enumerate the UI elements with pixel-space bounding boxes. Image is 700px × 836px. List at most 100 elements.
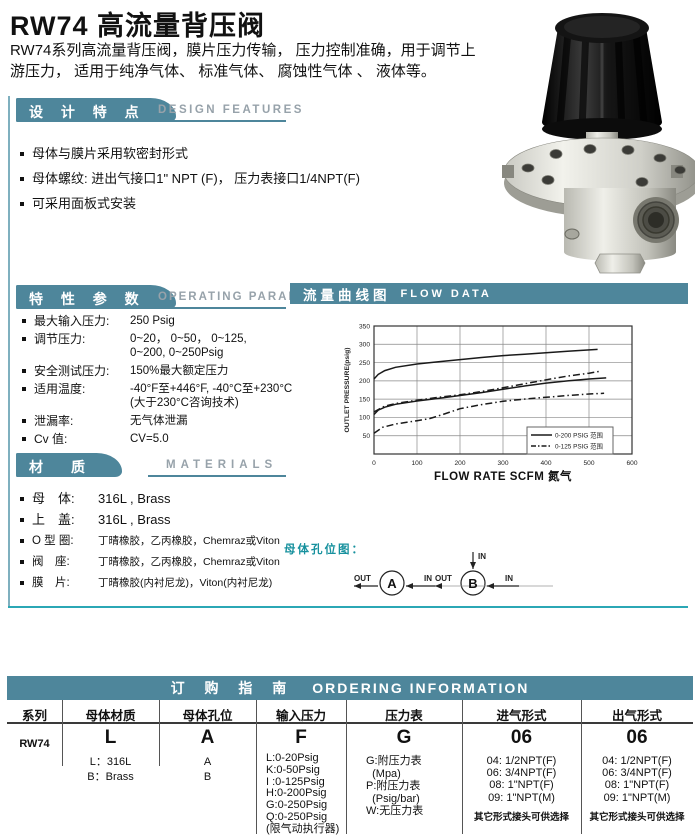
parameter-value: 无气体泄漏 [130, 415, 188, 427]
order-column: 06 04: 1/2NPT(F) 06: 3/4NPT(F) 08: 1"NPT(F)… [581, 722, 693, 836]
order-column: RW74 [7, 722, 62, 836]
order-detail: H:0-200Psig [266, 787, 327, 800]
parameter-row: 泄漏率: 无气体泄漏 [22, 414, 340, 428]
feature-text: 可采用面板式安装 [32, 196, 137, 211]
bullet-icon [22, 337, 26, 341]
order-column-header: 进气形式 [496, 709, 547, 723]
bullet-icon [22, 319, 26, 323]
order-column-header: 母体孔位 [182, 709, 233, 723]
order-detail: B [203, 771, 212, 783]
material-label: 上 盖: [32, 512, 75, 527]
order-detail-list: G:附压力表 (Mpa) P:附压力表 (Psig/bar) W:无压力表 [346, 755, 462, 818]
parameter-value: 250 Psig [130, 315, 175, 327]
column-divider [581, 700, 582, 834]
flow-chart-svg: 0 100 200 300 400 500 600 50 100 150 200 250 300 350 0… [344, 323, 638, 483]
column-divider [62, 700, 63, 766]
operating-parameters-list: 最大输入压力: 250 Psig 调节压力: 0~20， 0~50， 0~125, 0… [22, 314, 340, 450]
order-detail: 04: 1/2NPT(F) [602, 755, 672, 767]
flow-chart: 0 100 200 300 400 500 600 50 100 150 200 250 300 350 0… [340, 314, 685, 492]
product-photo [502, 13, 695, 274]
material-label: 母 体: [32, 491, 75, 506]
order-column-header: 系列 [21, 709, 47, 723]
order-detail: 09: 1"NPT(M) [603, 791, 671, 804]
order-detail: (Mpa) [366, 767, 401, 780]
in-label: IN [424, 574, 432, 583]
bullet-icon [20, 560, 24, 564]
order-code: A [200, 727, 215, 748]
order-code: F [295, 727, 307, 748]
order-detail: G:0-250Psig [266, 799, 328, 812]
parameter-row: Cv 值: CV=5.0 [22, 432, 340, 446]
order-code: RW74 [19, 738, 50, 750]
port-circle-a: A [387, 576, 397, 591]
ordering-body-row: RW74 L L：316L B：Brass A A B F L:0-20Psig K:0-50Ps… [7, 722, 693, 836]
order-code: 06 [626, 727, 648, 748]
section-divider-line [8, 606, 688, 608]
order-code: G [396, 727, 412, 748]
order-detail: 06: 3/4NPT(F) [486, 767, 557, 780]
ordering-title-cn: 订 购 指 南 [170, 680, 295, 696]
x-tick-label: 300 [497, 460, 508, 467]
bullet-icon [20, 202, 24, 206]
x-tick-label: 200 [454, 460, 465, 467]
material-row: O 型 圈: 丁晴橡胶，乙丙橡胶，Chemraz或Viton [20, 534, 340, 548]
parameter-value: 150%最大额定压力 [130, 365, 229, 377]
page-title: RW74 高流量背压阀 [10, 11, 266, 41]
y-tick-label: 100 [359, 415, 370, 422]
ordering-title-en: ORDERING INFORMATION [312, 680, 530, 696]
bullet-icon [20, 581, 24, 585]
section-tab-en-materials: MATERIALS [166, 459, 278, 471]
in-label: IN [505, 574, 513, 583]
out-label: OUT [435, 574, 452, 583]
column-divider [256, 700, 257, 834]
bullet-icon [22, 437, 26, 441]
order-detail: 06: 3/4NPT(F) [602, 767, 672, 780]
parameter-label: 泄漏率: [34, 414, 74, 428]
x-tick-label: 100 [411, 460, 422, 467]
column-divider [346, 700, 347, 834]
material-row: 膜 片: 丁晴橡胶(内衬尼龙)，Viton(内衬尼龙) [20, 576, 340, 590]
bullet-icon [20, 539, 24, 543]
order-detail-list: L:0-20Psig K:0-50Psig I :0-125Psig H:0-200P… [256, 752, 346, 836]
ordering-header-bar: 订 购 指 南 ORDERING INFORMATION [7, 676, 693, 700]
order-detail: G:附压力表 [366, 755, 422, 767]
y-tick-label: 350 [359, 323, 370, 330]
ordering-table: 系列 母体材质 母体孔位 输入压力 压力表 进气形式 出气形式 RW74 L L：316L B：B… [7, 700, 693, 836]
x-axis-label: FLOW RATE SCFM 氮气 [434, 469, 572, 483]
x-tick-label: 0 [372, 460, 376, 467]
order-detail: 04: 1/2NPT(F) [486, 755, 557, 767]
order-detail: W:无压力表 [366, 805, 424, 817]
material-value: 316L , Brass [98, 512, 171, 527]
column-divider [159, 700, 160, 766]
order-detail: K:0-50Psig [266, 763, 320, 776]
material-label: 阀 座: [32, 556, 70, 568]
y-tick-label: 200 [359, 378, 370, 385]
ordering-header-rule [7, 722, 693, 724]
feature-item: 母体与膜片采用软密封形式 [20, 146, 480, 162]
bullet-icon [20, 518, 24, 522]
y-tick-label: 300 [359, 342, 370, 349]
parameter-row: 最大输入压力: 250 Psig [22, 314, 340, 328]
order-detail: A [203, 756, 212, 768]
material-value: 丁晴橡胶(内衬尼龙)，Viton(内衬尼龙) [98, 577, 273, 589]
parameter-value: 0~20， 0~50， 0~125, 0~200, 0~250Psig [130, 333, 247, 359]
order-detail: L：316L [89, 756, 132, 768]
y-tick-label: 150 [359, 396, 370, 403]
parameter-label: Cv 值: [34, 432, 68, 446]
bullet-icon [20, 497, 24, 501]
order-detail: L:0-20Psig [266, 752, 319, 764]
material-value: 丁晴橡胶，乙丙橡胶，Chemraz或Viton [98, 556, 280, 568]
material-value: 316L , Brass [98, 491, 171, 506]
flow-data-header-bar: 流量曲线图 FLOW DATA [290, 283, 688, 304]
order-column: 06 04: 1/2NPT(F) 06: 3/4NPT(F) 08: 1"NPT(F)… [462, 722, 581, 836]
order-detail-list: L：316L B：Brass [62, 755, 159, 785]
flow-data-title-cn: 流量曲线图 [303, 287, 391, 303]
tab-underline [148, 120, 286, 122]
legend-label: 0-200 PSIG 范围 [555, 431, 603, 440]
order-column-header: 压力表 [385, 709, 423, 723]
x-tick-label: 500 [583, 460, 594, 467]
order-column: G G:附压力表 (Mpa) P:附压力表 (Psig/bar) W:无压力表 [346, 722, 462, 836]
